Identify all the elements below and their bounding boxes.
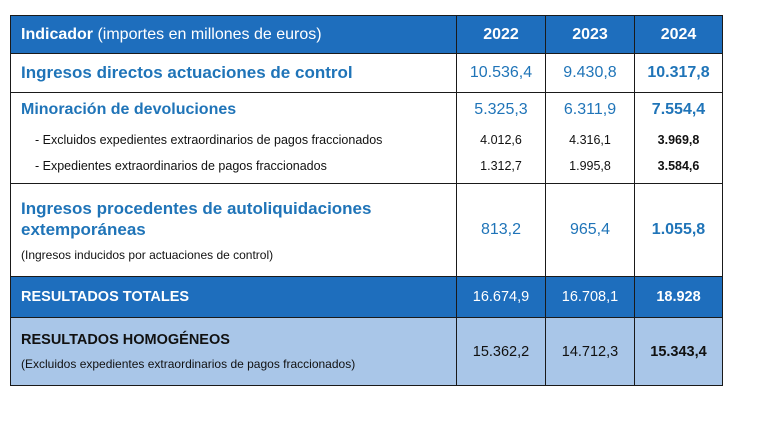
header-row: Indicador (importes en millones de euros… (10, 15, 723, 54)
row-label: Ingresos procedentes de autoliquidacione… (21, 198, 456, 240)
table-row-resultados-totales: RESULTADOS TOTALES 16.674,9 16.708,1 18.… (10, 276, 723, 318)
row-label: RESULTADOS HOMOGÉNEOS (21, 332, 230, 348)
row-label: RESULTADOS TOTALES (10, 276, 457, 318)
year-header-2022: 2022 (456, 15, 546, 54)
value-cell: 965,4 (545, 183, 635, 277)
row-note: (Ingresos inducidos por actuaciones de c… (21, 248, 274, 262)
value-cell: 10.317,8 (634, 53, 723, 93)
row-label-line2: extemporáneas (21, 220, 146, 239)
value-cell: 18.928 (634, 276, 723, 318)
value-cell: 1.055,8 (634, 183, 723, 277)
sub-value: 1.995,8 (569, 159, 611, 173)
row-label: Ingresos directos actuaciones de control (10, 53, 457, 93)
homogeneos-label-cell: RESULTADOS HOMOGÉNEOS (Excluidos expedie… (10, 317, 457, 386)
table-row-resultados-homogeneos: RESULTADOS HOMOGÉNEOS (Excluidos expedie… (10, 317, 723, 386)
value-cell: 16.674,9 (456, 276, 546, 318)
sub-value: 4.316,1 (569, 133, 611, 147)
row-note: (Excluidos expedientes extraordinarios d… (21, 357, 356, 371)
results-table: Indicador (importes en millones de euros… (10, 15, 723, 386)
minoracion-2023-cell: 6.311,9 4.316,1 1.995,8 (545, 92, 635, 184)
row-label-line1: Ingresos procedentes de autoliquidacione… (21, 199, 372, 218)
table-row-autoliquidaciones: Ingresos procedentes de autoliquidacione… (10, 183, 723, 277)
sub-value: 1.312,7 (480, 159, 522, 173)
sub-value: 4.012,6 (480, 133, 522, 147)
table-row-minoracion: Minoración de devoluciones - Excluidos e… (10, 92, 723, 184)
year-header-2023: 2023 (545, 15, 635, 54)
sub-value: 3.584,6 (657, 159, 700, 173)
value-cell: 813,2 (456, 183, 546, 277)
minoracion-label-cell: Minoración de devoluciones - Excluidos e… (10, 92, 457, 184)
indicator-header: Indicador (importes en millones de euros… (10, 15, 457, 54)
minoracion-2024-cell: 7.554,4 3.969,8 3.584,6 (634, 92, 723, 184)
value-cell: 9.430,8 (545, 53, 635, 93)
autoliquidaciones-label-cell: Ingresos procedentes de autoliquidacione… (10, 183, 457, 277)
sub-row-label: - Expedientes extraordinarios de pagos f… (35, 159, 327, 173)
table-row-ingresos-directos: Ingresos directos actuaciones de control… (10, 53, 723, 93)
value-cell: 10.536,4 (456, 53, 546, 93)
minoracion-2022-cell: 5.325,3 4.012,6 1.312,7 (456, 92, 546, 184)
indicator-note: (importes en millones de euros) (97, 25, 322, 43)
row-label: Minoración de devoluciones (21, 101, 237, 118)
indicator-title: Indicador (21, 25, 94, 43)
sub-value: 3.969,8 (657, 133, 700, 147)
value-cell: 15.343,4 (634, 317, 723, 386)
value-cell: 16.708,1 (545, 276, 635, 318)
year-header-2024: 2024 (634, 15, 723, 54)
value-cell: 7.554,4 (651, 101, 706, 118)
value-cell: 14.712,3 (545, 317, 635, 386)
value-cell: 6.311,9 (563, 101, 617, 118)
sub-row-label: - Excluidos expedientes extraordinarios … (35, 133, 383, 147)
value-cell: 15.362,2 (456, 317, 546, 386)
value-cell: 5.325,3 (474, 101, 528, 118)
